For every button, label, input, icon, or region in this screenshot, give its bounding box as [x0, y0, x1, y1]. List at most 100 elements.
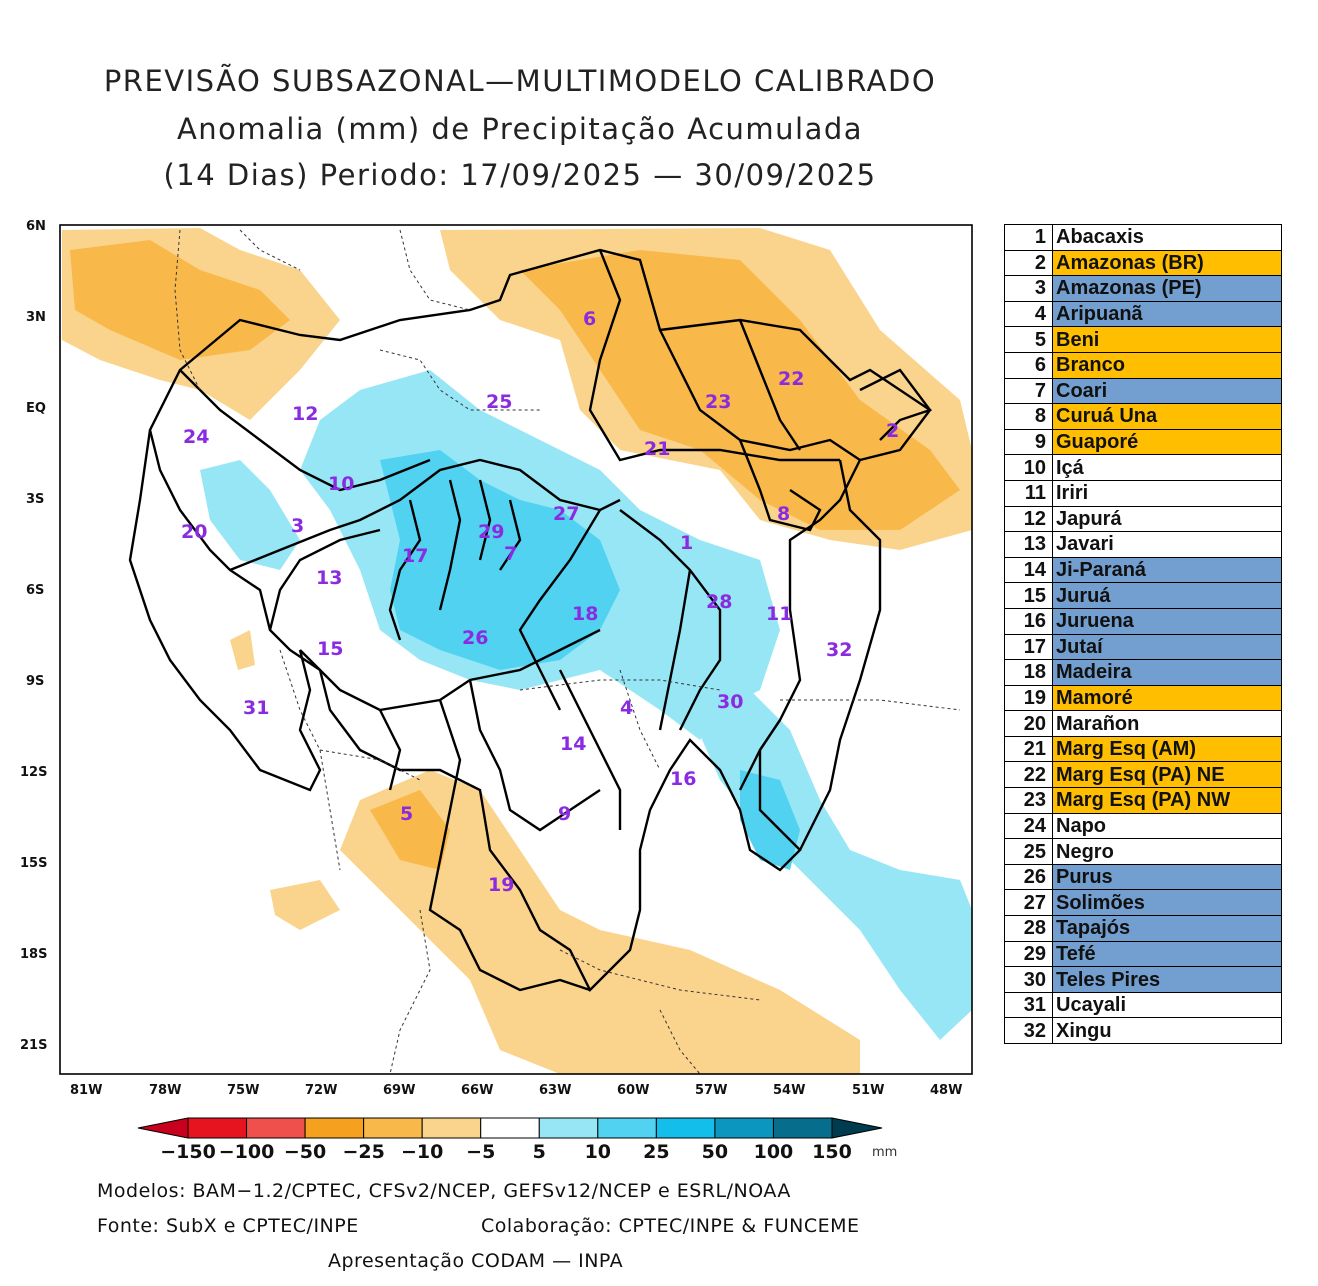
- legend-row-basin-name: Solimões: [1052, 889, 1282, 917]
- legend-row-number: 3: [1004, 275, 1053, 302]
- credit-collaboration: Colaboração: CPTEC/INPE & FUNCEME: [481, 1215, 860, 1237]
- legend-row-basin-name: Juruá: [1052, 582, 1282, 609]
- legend-row: 23 Marg Esq (PA) NW: [1004, 787, 1282, 814]
- basin-label-26: 26: [462, 627, 488, 649]
- legend-row: 2 Amazonas (BR): [1004, 249, 1282, 277]
- basin-label-31: 31: [243, 697, 269, 719]
- credit-presentation: Apresentação CODAM — INPA: [328, 1250, 624, 1272]
- legend-row: 7 Coari: [1004, 377, 1282, 405]
- legend-row-number: 15: [1004, 582, 1053, 609]
- legend-row: 31 Ucayali: [1004, 991, 1282, 1019]
- legend-row: 6 Branco: [1004, 351, 1282, 379]
- legend-row-basin-name: Marg Esq (PA) NW: [1052, 787, 1282, 814]
- legend-row-basin-name: Xingu: [1052, 1017, 1282, 1044]
- basin-label-24: 24: [183, 426, 209, 448]
- basin-label-20: 20: [181, 521, 207, 543]
- legend-row-number: 2: [1004, 249, 1053, 277]
- lat-label: EQ: [26, 401, 46, 416]
- lon-label: 51W: [852, 1083, 884, 1098]
- legend-row-basin-name: Javari: [1052, 531, 1282, 558]
- legend-row-number: 6: [1004, 351, 1053, 379]
- colorbar-segment: [714, 1117, 774, 1139]
- legend-row-basin-name: Tapajós: [1052, 915, 1282, 942]
- legend-row-number: 10: [1004, 454, 1053, 481]
- legend-row-number: 9: [1004, 428, 1053, 456]
- legend-row-basin-name: Amazonas (PE): [1052, 275, 1282, 302]
- colorbar-segment: [187, 1117, 248, 1139]
- legend-row: 17 Jutaí: [1004, 633, 1282, 661]
- legend-row-number: 11: [1004, 479, 1053, 507]
- legend-row-basin-name: Ji-Paraná: [1052, 556, 1282, 584]
- colorbar-segment: [246, 1117, 306, 1139]
- basin-label-2: 2: [886, 420, 899, 442]
- title-line-1: PREVISÃO SUBSAZONAL—MULTIMODELO CALIBRAD…: [103, 64, 937, 98]
- legend-row-basin-name: Marañon: [1052, 710, 1282, 737]
- legend-row-number: 30: [1004, 966, 1053, 993]
- lon-label: 72W: [305, 1083, 337, 1098]
- basin-label-25: 25: [486, 391, 512, 413]
- legend-row-basin-name: Içá: [1052, 454, 1282, 481]
- precipitation-anomaly-map: 6N 3N EQ 3S 6S 9S 12S 15S 18S 21S 81W 78…: [20, 219, 973, 1098]
- colorbar-segment: [304, 1117, 365, 1139]
- basin-label-14: 14: [560, 733, 586, 755]
- legend-row: 27 Solimões: [1004, 889, 1282, 917]
- basin-outlines: [128, 248, 932, 993]
- legend-row-number: 14: [1004, 556, 1053, 584]
- legend-row: 25 Negro: [1004, 838, 1282, 865]
- credit-source: Fonte: SubX e CPTEC/INPE: [97, 1215, 359, 1237]
- legend-row: 1 Abacaxis: [1004, 224, 1282, 251]
- lon-label: 69W: [383, 1083, 415, 1098]
- legend-row-number: 12: [1004, 505, 1053, 533]
- colorbar-segment: [597, 1117, 657, 1139]
- wet-area-west: [200, 460, 300, 570]
- legend-row: 22 Marg Esq (PA) NE: [1004, 761, 1282, 789]
- dry-area-small: [230, 630, 255, 670]
- basin-label-30: 30: [717, 691, 743, 713]
- legend-row-number: 16: [1004, 607, 1053, 635]
- colorbar-label: 10: [585, 1141, 611, 1163]
- legend-row-basin-name: Purus: [1052, 863, 1282, 891]
- lat-label: 3S: [26, 492, 44, 507]
- colorbar-segment: [655, 1117, 716, 1139]
- legend-row: 20 Marañon: [1004, 710, 1282, 737]
- basin-label-12: 12: [292, 403, 318, 425]
- lon-label: 48W: [930, 1083, 962, 1098]
- legend-row: 28 Tapajós: [1004, 915, 1282, 942]
- colorbar-segment-max: [831, 1117, 883, 1139]
- colorbar-label: −10: [401, 1141, 443, 1163]
- basin-label-5: 5: [400, 803, 413, 825]
- legend-row-number: 25: [1004, 838, 1053, 865]
- legend-row-number: 7: [1004, 377, 1053, 405]
- legend-row-basin-name: Ucayali: [1052, 991, 1282, 1019]
- wet-area-central-core: [380, 450, 620, 670]
- legend-row-basin-name: Negro: [1052, 838, 1282, 865]
- legend-row-basin-name: Mamoré: [1052, 684, 1282, 712]
- legend-row-number: 20: [1004, 710, 1053, 737]
- legend-row-basin-name: Japurá: [1052, 505, 1282, 533]
- colorbar-label: −50: [284, 1141, 326, 1163]
- colorbar-label: −5: [466, 1141, 495, 1163]
- basin-label-4: 4: [620, 697, 633, 719]
- lon-label: 75W: [227, 1083, 259, 1098]
- lon-label: 66W: [461, 1083, 493, 1098]
- dry-area-south-1: [340, 770, 860, 1074]
- lat-label: 6N: [26, 219, 46, 234]
- basin-label-13: 13: [316, 567, 342, 589]
- colorbar-label: −150: [160, 1141, 216, 1163]
- legend-row-basin-name: Coari: [1052, 377, 1282, 405]
- legend-row-number: 1: [1004, 224, 1053, 251]
- basin-label-7: 7: [504, 543, 517, 565]
- lat-label: 18S: [20, 947, 47, 962]
- lon-label: 78W: [149, 1083, 181, 1098]
- colorbar-segment-min: [137, 1117, 189, 1139]
- legend-row: 10 Içá: [1004, 454, 1282, 481]
- legend-row: 8 Curuá Una: [1004, 403, 1282, 430]
- anomaly-fields: [62, 228, 972, 1074]
- lon-label: 63W: [539, 1083, 571, 1098]
- colorbar-unit: mm: [872, 1145, 897, 1160]
- dry-area-northwest-core: [70, 240, 290, 360]
- colorbar-label: 150: [812, 1141, 852, 1163]
- lon-label: 60W: [617, 1083, 649, 1098]
- lat-label: 9S: [26, 674, 44, 689]
- basin-label-32: 32: [826, 639, 852, 661]
